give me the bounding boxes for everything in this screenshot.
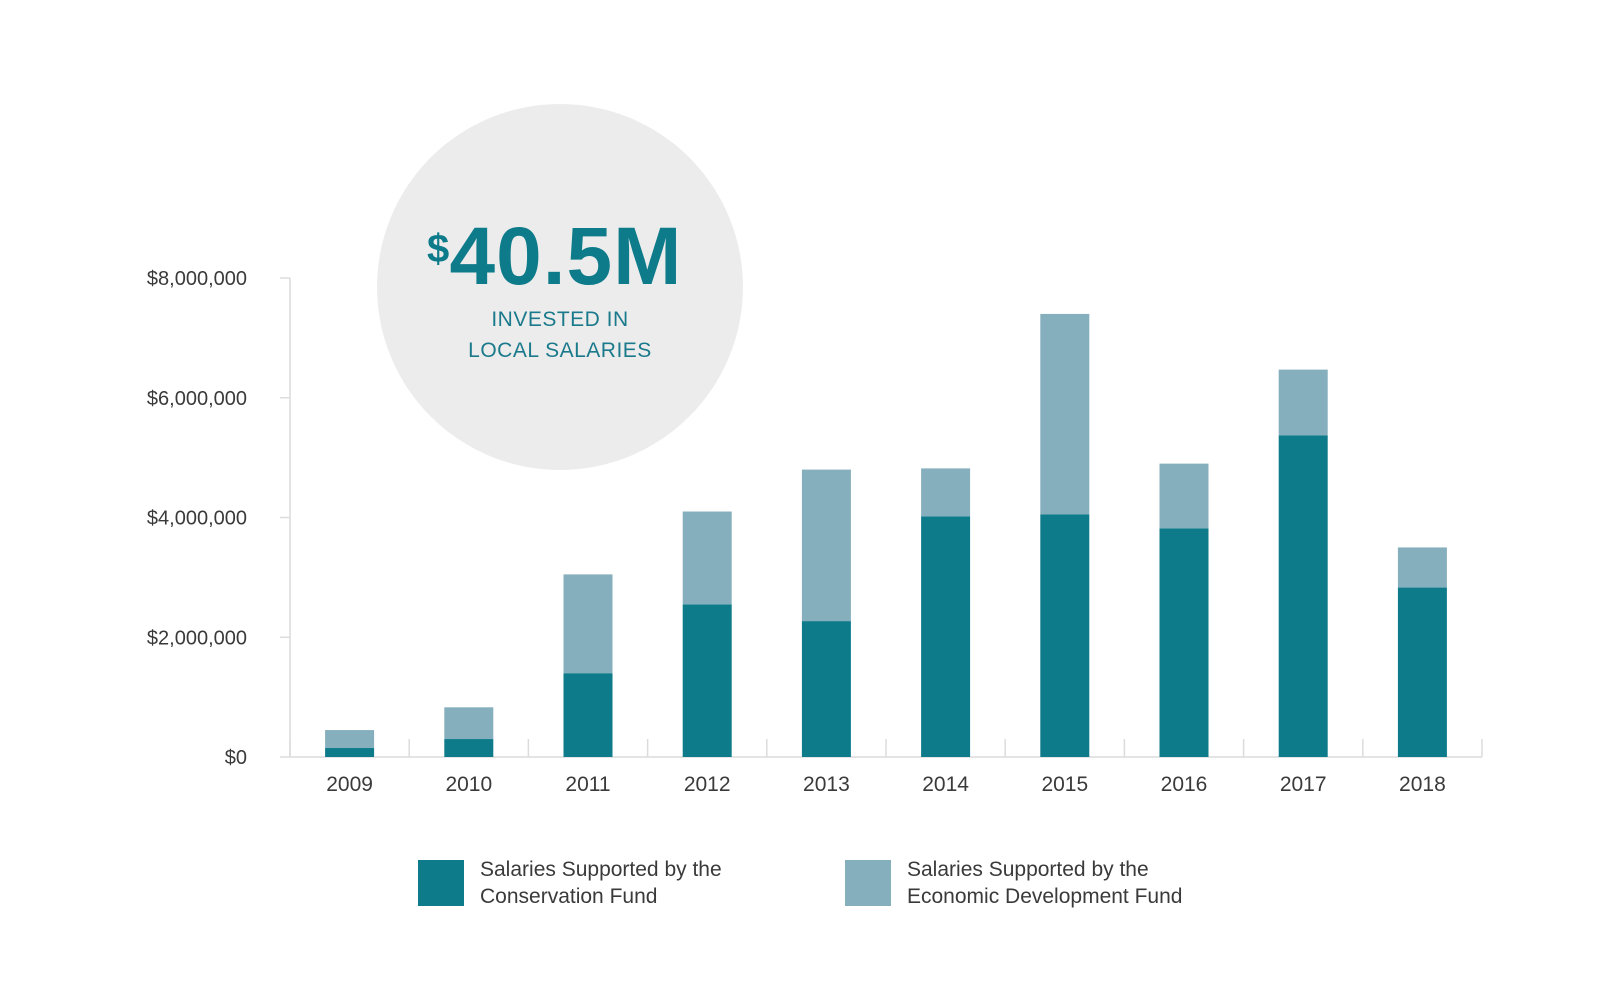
bar-conservation-2010 <box>444 739 494 757</box>
bar-group <box>325 313 1447 757</box>
y-tick-label: $6,000,000 <box>147 388 247 410</box>
legend-swatch-economic <box>845 860 891 906</box>
bar-economic-2015 <box>1040 313 1090 515</box>
y-tick-label: $2,000,000 <box>147 627 247 649</box>
bar-economic-2014 <box>921 468 971 517</box>
y-tick-label: $8,000,000 <box>147 268 247 290</box>
bar-conservation-2014 <box>921 516 971 757</box>
x-tick-label: 2013 <box>803 773 850 796</box>
callout-value: 40.5M <box>450 211 683 302</box>
legend-label-conservation-line-2: Conservation Fund <box>480 885 657 908</box>
bar-economic-2013 <box>801 469 851 622</box>
x-tick-label: 2014 <box>922 773 969 796</box>
legend-label-economic-line-2: Economic Development Fund <box>907 885 1182 908</box>
x-tick-label: 2009 <box>326 773 373 796</box>
bar-conservation-2015 <box>1040 514 1090 757</box>
bar-economic-2010 <box>444 707 494 740</box>
y-tick-label: $4,000,000 <box>147 508 247 530</box>
x-tick-label: 2012 <box>684 773 731 796</box>
callout-circle <box>377 104 743 470</box>
x-tick-label: 2015 <box>1041 773 1088 796</box>
bar-conservation-2016 <box>1159 528 1209 757</box>
bar-economic-2012 <box>682 511 732 605</box>
callout-line-2: LOCAL SALARIES <box>468 339 652 362</box>
bar-conservation-2012 <box>682 604 732 757</box>
x-tick-label: 2010 <box>445 773 492 796</box>
legend-label-conservation-line-1: Salaries Supported by the <box>480 858 722 881</box>
bar-economic-2016 <box>1159 463 1209 529</box>
bar-conservation-2017 <box>1278 435 1328 757</box>
x-tick-label: 2016 <box>1161 773 1208 796</box>
x-tick-label: 2018 <box>1399 773 1446 796</box>
bar-conservation-2009 <box>325 748 375 757</box>
y-axis: $0 $2,000,000 $4,000,000 $6,000,000 $8,000,0… <box>147 268 291 769</box>
bar-conservation-2011 <box>563 673 613 757</box>
bar-conservation-2018 <box>1397 587 1447 757</box>
x-tick-label: 2011 <box>565 773 610 796</box>
bar-economic-2017 <box>1278 369 1328 436</box>
callout-line-1: INVESTED IN <box>491 308 628 331</box>
bar-economic-2011 <box>563 574 613 674</box>
callout-currency: $ <box>427 227 449 271</box>
x-tick-labels: 2009 2010 2011 2012 2013 2014 2015 2016 2017 2018 <box>326 773 1446 796</box>
bar-economic-2009 <box>325 730 375 749</box>
x-tick-label: 2017 <box>1280 773 1327 796</box>
legend-swatch-conservation <box>418 860 464 906</box>
bar-conservation-2013 <box>801 621 851 757</box>
bar-economic-2018 <box>1397 547 1447 588</box>
y-tick-label: $0 <box>225 747 247 769</box>
legend-label-economic-line-1: Salaries Supported by the <box>907 858 1149 881</box>
